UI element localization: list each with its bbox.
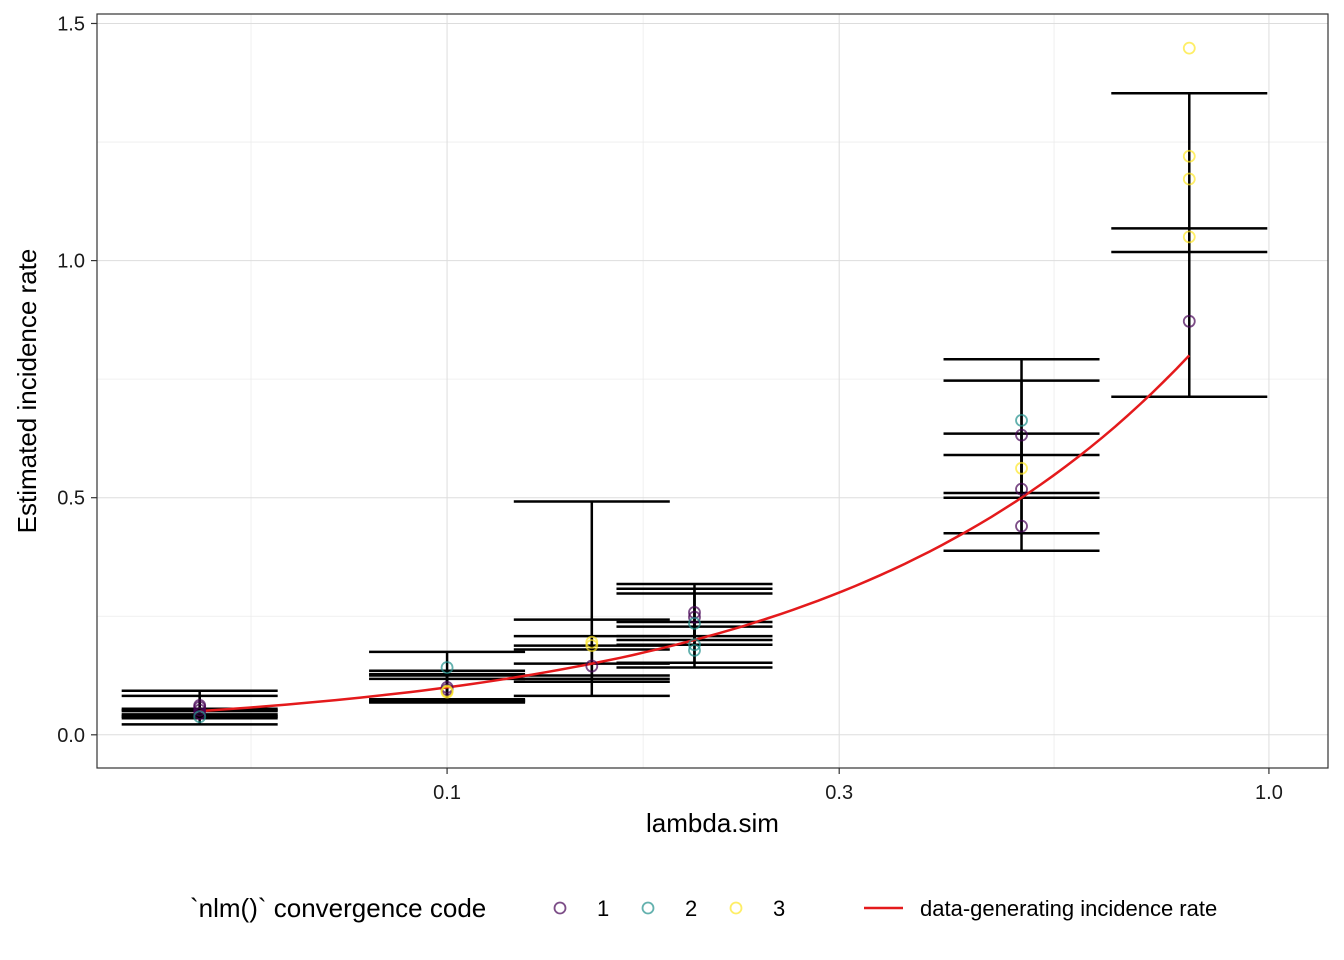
grid-layer — [97, 14, 1328, 768]
data-point-code-1 — [688, 610, 701, 624]
data-point-code-3 — [1015, 461, 1028, 475]
x-tick-label: 0.1 — [433, 782, 461, 804]
data-point-code-3 — [1182, 172, 1196, 186]
data-point-code-1 — [1015, 519, 1028, 533]
data-point-code-3 — [585, 639, 599, 653]
legend-key-code-2 — [641, 901, 655, 915]
y-tick-label: 0.5 — [57, 488, 85, 510]
y-axis-title: Estimated incidence rate — [12, 249, 42, 534]
x-tick-label: 1.0 — [1255, 782, 1283, 804]
data-point-code-1 — [585, 659, 599, 673]
data-point-code-3 — [1182, 230, 1196, 244]
legend-label-code-3: 3 — [773, 896, 785, 921]
data-point-code-2 — [193, 710, 207, 724]
point-layer — [193, 41, 1196, 724]
x-tick-label: 0.3 — [825, 782, 853, 804]
data-point-code-1 — [1015, 428, 1028, 442]
legend-key-code-3 — [729, 901, 743, 915]
data-point-code-1 — [1015, 482, 1028, 496]
legend: `nlm()` convergence code 1 2 3 data-genera… — [190, 893, 1217, 923]
legend-label-code-2: 2 — [685, 896, 697, 921]
legend-line-label: data-generating incidence rate — [920, 896, 1217, 921]
data-point-code-1 — [1182, 314, 1196, 328]
data-point-code-2 — [440, 661, 454, 674]
data-point-code-2 — [1015, 414, 1028, 427]
data-point-code-1 — [193, 703, 207, 717]
data-point-code-3 — [1182, 41, 1196, 55]
data-point-code-1 — [193, 707, 207, 720]
x-axis-title: lambda.sim — [646, 808, 779, 838]
legend-title: `nlm()` convergence code — [190, 893, 486, 923]
data-point-code-3 — [440, 684, 454, 698]
data-point-code-2 — [688, 638, 701, 652]
y-tick-label: 1.5 — [57, 13, 85, 35]
data-point-code-3 — [585, 635, 599, 649]
data-point-code-3 — [1182, 149, 1196, 163]
legend-key-code-1 — [553, 901, 567, 915]
y-tick-label: 0.0 — [57, 725, 85, 747]
panel-border — [96, 13, 1329, 769]
axis-layer: 0.1 0.3 1.0 0.0 0.5 1.0 1.5 — [57, 13, 1283, 804]
data-point-code-2 — [688, 643, 701, 657]
legend-label-code-1: 1 — [597, 896, 609, 921]
legend-keys: 1 2 3 — [553, 896, 785, 921]
y-tick-label: 1.0 — [57, 251, 85, 273]
data-point-code-2 — [688, 616, 701, 630]
